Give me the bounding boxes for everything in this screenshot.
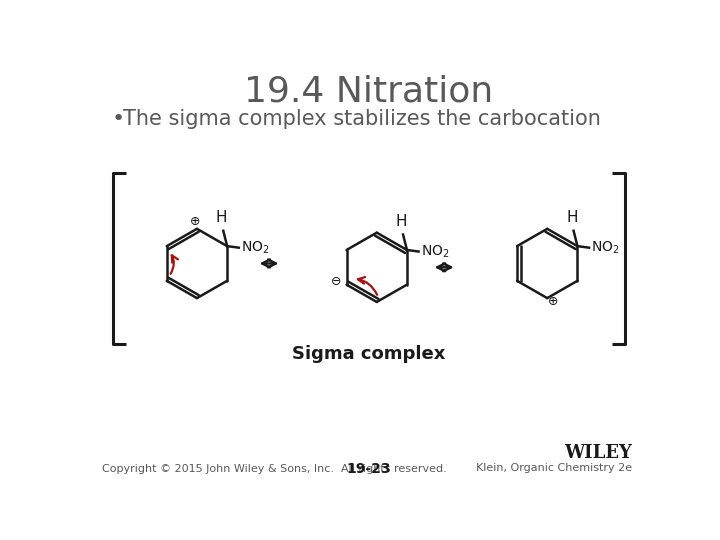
Text: 19.4 Nitration: 19.4 Nitration (244, 75, 494, 109)
Text: WILEY: WILEY (564, 444, 632, 462)
Text: H: H (216, 211, 228, 225)
Text: $\mathregular{NO_2}$: $\mathregular{NO_2}$ (241, 239, 270, 256)
Text: H: H (566, 211, 577, 225)
Text: Copyright © 2015 John Wiley & Sons, Inc.  All rights reserved.: Copyright © 2015 John Wiley & Sons, Inc.… (102, 464, 446, 474)
Text: Sigma complex: Sigma complex (292, 345, 446, 362)
Text: 19-23: 19-23 (347, 462, 391, 476)
Text: $\mathregular{NO_2}$: $\mathregular{NO_2}$ (421, 244, 449, 260)
Text: H: H (396, 214, 408, 229)
Text: The sigma complex stabilizes the carbocation: The sigma complex stabilizes the carboca… (122, 109, 600, 129)
Text: ⊕: ⊕ (190, 214, 201, 228)
Text: Klein, Organic Chemistry 2e: Klein, Organic Chemistry 2e (477, 463, 632, 473)
Text: •: • (112, 109, 125, 129)
Text: ⊖: ⊖ (330, 275, 341, 288)
Text: $\mathregular{NO_2}$: $\mathregular{NO_2}$ (591, 239, 620, 256)
Text: ⊕: ⊕ (548, 295, 559, 308)
